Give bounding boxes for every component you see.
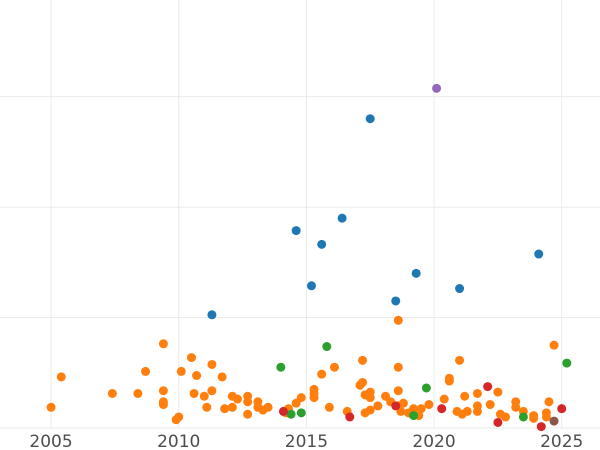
data-point [439,394,449,404]
data-point [455,355,465,365]
x-tick-label: 2010 [157,432,200,450]
data-point [263,402,273,412]
x-tick-label: 2025 [540,432,583,450]
data-point [437,404,447,414]
data-point [472,401,482,411]
data-point [329,362,339,372]
x-tick-label: 2015 [285,432,328,450]
data-point [393,362,403,372]
data-point [176,366,186,376]
data-point [199,391,209,401]
data-point [549,340,559,350]
data-point [544,397,554,407]
data-point [46,402,56,412]
data-point [455,284,465,294]
data-point [202,402,212,412]
data-point [462,406,472,416]
data-point [192,371,202,381]
data-point [365,114,375,124]
data-point [493,417,503,427]
data-point [217,372,227,382]
data-point [493,387,503,397]
data-point [309,384,319,394]
data-point [207,386,217,396]
data-point [296,408,306,418]
data-point [411,268,421,278]
data-point [562,358,572,368]
data-point [158,400,168,410]
data-point [286,409,296,419]
data-point [141,366,151,376]
data-point [511,402,521,412]
data-point [296,393,306,403]
data-point [317,369,327,379]
data-point [393,386,403,396]
data-point [243,397,253,407]
data-point [232,394,242,404]
data-point [409,404,419,414]
data-point [358,355,368,365]
data-point [460,391,470,401]
data-point [358,377,368,387]
data-point [186,353,196,363]
data-point [322,342,332,352]
data-point [416,404,426,414]
data-point [432,83,442,93]
data-point [485,400,495,410]
data-point [536,422,546,432]
data-point [391,296,401,306]
data-point [189,388,199,398]
data-point [158,339,168,349]
data-point [365,393,375,403]
data-point [337,213,347,223]
x-tick-label: 2020 [412,432,455,450]
data-point [220,404,230,414]
data-point [541,412,551,422]
data-point [391,401,401,411]
data-point [207,310,217,320]
data-point [483,382,493,392]
data-point [518,412,528,422]
data-point [421,383,431,393]
data-point [529,413,539,423]
data-point [393,315,403,325]
grid [0,0,600,429]
data-point [158,386,168,396]
data-point [398,398,408,408]
data-point [107,388,117,398]
data-point [373,401,383,411]
data-point [409,411,419,421]
data-point [174,412,184,422]
data-point [56,372,66,382]
data-point [291,226,301,236]
data-point [365,405,375,415]
data-point [501,412,511,422]
data-point [276,362,286,372]
data-point [317,239,327,249]
data-point [227,402,237,412]
x-tick-label: 2005 [29,432,72,450]
data-point [424,400,434,410]
data-point [324,402,334,412]
data-points [46,83,572,432]
data-point [306,281,316,291]
data-point [243,409,253,419]
x-axis-ticks: 2005 2010 2015 2020 2025 [29,432,583,450]
data-point [345,412,355,422]
data-point [278,406,288,416]
data-point [534,249,544,259]
data-point [472,388,482,398]
data-point [207,359,217,369]
data-point [549,416,559,426]
data-point [133,388,143,398]
data-point [557,404,567,414]
data-point [444,373,454,383]
